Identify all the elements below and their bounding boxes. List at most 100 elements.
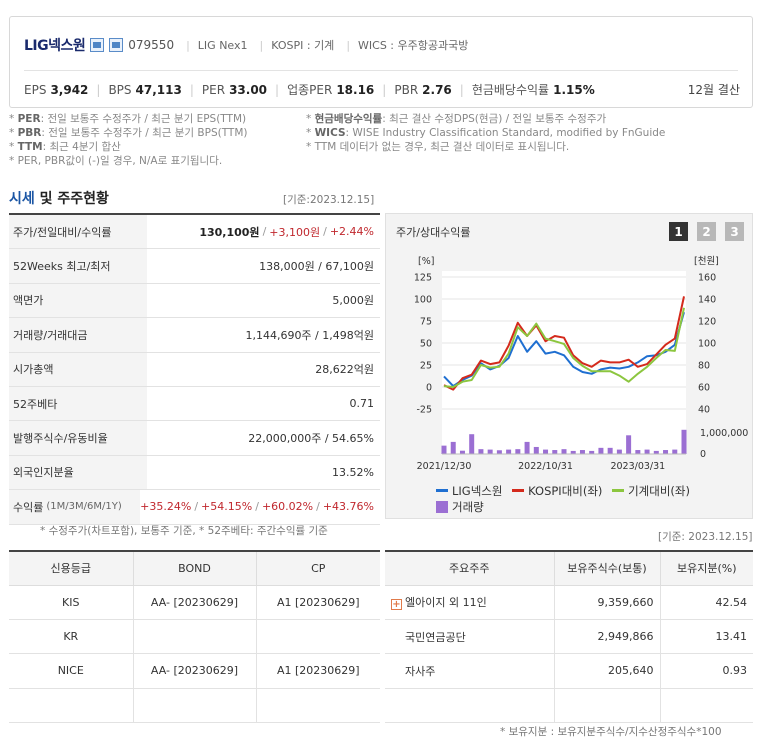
holders-base-date: [기준: 2023.12.15]: [658, 531, 753, 543]
note-dividend: * 현금배당수익률: 최근 결산 수정DPS(현금) / 전일 보통주 수정주가: [306, 113, 607, 125]
table-row: [9, 688, 380, 724]
stat-eps: EPS 3,942: [24, 82, 89, 97]
english-name: LIG Nex1: [197, 38, 248, 52]
volume-bar: [570, 450, 576, 454]
table-row: 자사주 205,640 0.93: [385, 653, 753, 689]
volume-bar: [459, 450, 465, 454]
volume-bar: [469, 434, 475, 454]
chart-tab-2[interactable]: 2: [697, 222, 716, 241]
volume-bar: [561, 449, 567, 454]
chart-tab-1[interactable]: 1: [669, 222, 688, 241]
series-line: [443, 307, 685, 388]
volume-bar: [681, 429, 687, 454]
volume-bar: [552, 450, 558, 454]
table-row: 거래량/거래대금 1,144,690주 / 1,498억원: [9, 318, 380, 353]
x-tick-label: 2021/12/30: [417, 461, 472, 472]
note-ttm-missing: * TTM 데이터가 없는 경우, 최근 결산 데이터로 표시됩니다.: [306, 141, 570, 153]
legend-item: 기계대비(좌): [612, 483, 690, 499]
volume-bar: [607, 447, 613, 454]
volume-bar: [635, 450, 641, 454]
y-right-unit: [천원]: [694, 256, 719, 267]
table-row: 발행주식수/유동비율 22,000,000주 / 54.65%: [9, 421, 380, 456]
legend-item: KOSPI대비(좌): [512, 483, 602, 499]
note-pbr: * PBR: 전일 보통주 수정주가 / 최근 분기 BPS(TTM): [9, 127, 248, 139]
volume-bar: [487, 449, 493, 454]
base-date: [기준:2023.12.15]: [283, 194, 375, 206]
plot-area: [442, 271, 686, 454]
table-row: 52Weeks 최고/최저 138,000원 / 67,100원: [9, 249, 380, 284]
chart-title: 주가/상대수익률: [396, 226, 471, 239]
volume-bar: [441, 445, 447, 454]
volume-bar: [598, 447, 604, 454]
volume-bar: [579, 450, 585, 454]
volume-bar: [450, 441, 456, 454]
legend-item: LIG넥스원: [436, 483, 502, 499]
y-right-tick-label: 40: [698, 405, 710, 416]
wics-info: WICS : 우주항공과국방: [358, 39, 469, 52]
company-header: LIG넥스원 079550 | LIG Nex1 | KOSPI : 기계 | …: [9, 16, 753, 108]
table-row: 주가/전일대비/수익률 130,100원 / +3,100원 / +2.44%: [9, 215, 380, 250]
volume-bar: [515, 449, 521, 454]
quote-table: 주가/전일대비/수익률 130,100원 / +3,100원 / +2.44% 52We…: [9, 213, 380, 525]
y-right-tick-label: 160: [698, 273, 716, 284]
row-label: 주가/전일대비/수익률: [9, 215, 147, 249]
market-info: KOSPI : 기계: [271, 39, 335, 52]
holders-note: * 보유지분 : 보유지분주식수/지수산정주식수*100: [500, 726, 722, 738]
volume-bar: [626, 435, 632, 454]
table-row: NICE AA- [20230629] A1 [20230629]: [9, 653, 380, 689]
y-left-tick-label: 125: [414, 273, 432, 284]
volume-bar: [496, 450, 502, 454]
volume-bar: [506, 449, 512, 454]
volume-bar: [644, 449, 650, 454]
table-row: KR: [9, 619, 380, 655]
y-right-tick-label: 100: [698, 339, 716, 350]
y-left-tick-label: 25: [420, 361, 432, 372]
y-right-tick-label: 80: [698, 361, 710, 372]
volume-tick-label: 0: [700, 449, 706, 460]
note-per: * PER: 전일 보통주 수정주가 / 최근 분기 EPS(TTM): [9, 113, 247, 125]
table-row: KIS AA- [20230629] A1 [20230629]: [9, 585, 380, 620]
volume-bar: [589, 450, 595, 454]
table-row: 액면가 5,000원: [9, 283, 380, 319]
y-right-tick-label: 120: [698, 317, 716, 328]
chart-panel: 주가/상대수익률 1 2 3 125 160 100 140 75 120 50 100 25 8…: [385, 213, 753, 519]
volume-bar: [653, 450, 659, 454]
note-negative: * PER, PBR값이 (-)일 경우, N/A로 표기됩니다.: [9, 155, 223, 167]
volume-bar: [616, 449, 622, 454]
report-icon[interactable]: [109, 38, 124, 52]
table-row: [385, 688, 753, 724]
y-left-tick-label: 75: [420, 317, 432, 328]
price-chart: 125 160 100 140 75 120 50 100 25 80 0 60 -25 40 [%] [천원…: [414, 256, 749, 472]
major-shareholders-table: 주요주주 보유주식수(보통) 보유지분(%) + 엘아이지 외 11인 9,359,6…: [385, 550, 753, 724]
y-left-tick-label: 50: [420, 339, 432, 350]
table-header-row: 주요주주 보유주식수(보통) 보유지분(%): [385, 551, 753, 586]
y-right-tick-label: 60: [698, 383, 710, 394]
chart-legend: LIG넥스원 KOSPI대비(좌) 기계대비(좌) 거래량: [436, 480, 696, 517]
volume-bar: [663, 450, 669, 454]
y-left-tick-label: -25: [416, 405, 432, 416]
company-name[interactable]: LIG넥스원: [24, 38, 86, 54]
series-line: [443, 296, 685, 391]
legend-item: 거래량: [436, 499, 484, 515]
y-left-tick-label: 0: [426, 383, 432, 394]
credit-rating-table: 신용등급 BOND CP KIS AA- [20230629] A1 [20230629…: [9, 550, 380, 724]
table-row: 국민연금공단 2,949,866 13.41: [385, 619, 753, 655]
section-title: 시세 및 주주현황: [9, 191, 109, 207]
y-left-unit: [%]: [418, 256, 434, 267]
y-left-tick-label: 100: [414, 295, 432, 306]
quote-note: * 수정주가(차트포함), 보통주 기준, * 52주베타: 주간수익률 기준: [40, 525, 328, 537]
table-row: 시가총액 28,622억원: [9, 352, 380, 387]
holder-name[interactable]: 엘아이지 외 11인: [405, 596, 487, 610]
volume-bar: [533, 446, 539, 454]
expand-icon[interactable]: +: [391, 599, 402, 611]
chart-tab-3[interactable]: 3: [725, 222, 744, 241]
note-wics: * WICS: WISE Industry Classification Sta…: [306, 127, 666, 139]
settlement-month: 12월 결산: [687, 83, 740, 97]
volume-tick-label: 1,000,000: [700, 428, 748, 439]
home-icon[interactable]: [90, 38, 105, 52]
volume-bar: [478, 449, 484, 454]
